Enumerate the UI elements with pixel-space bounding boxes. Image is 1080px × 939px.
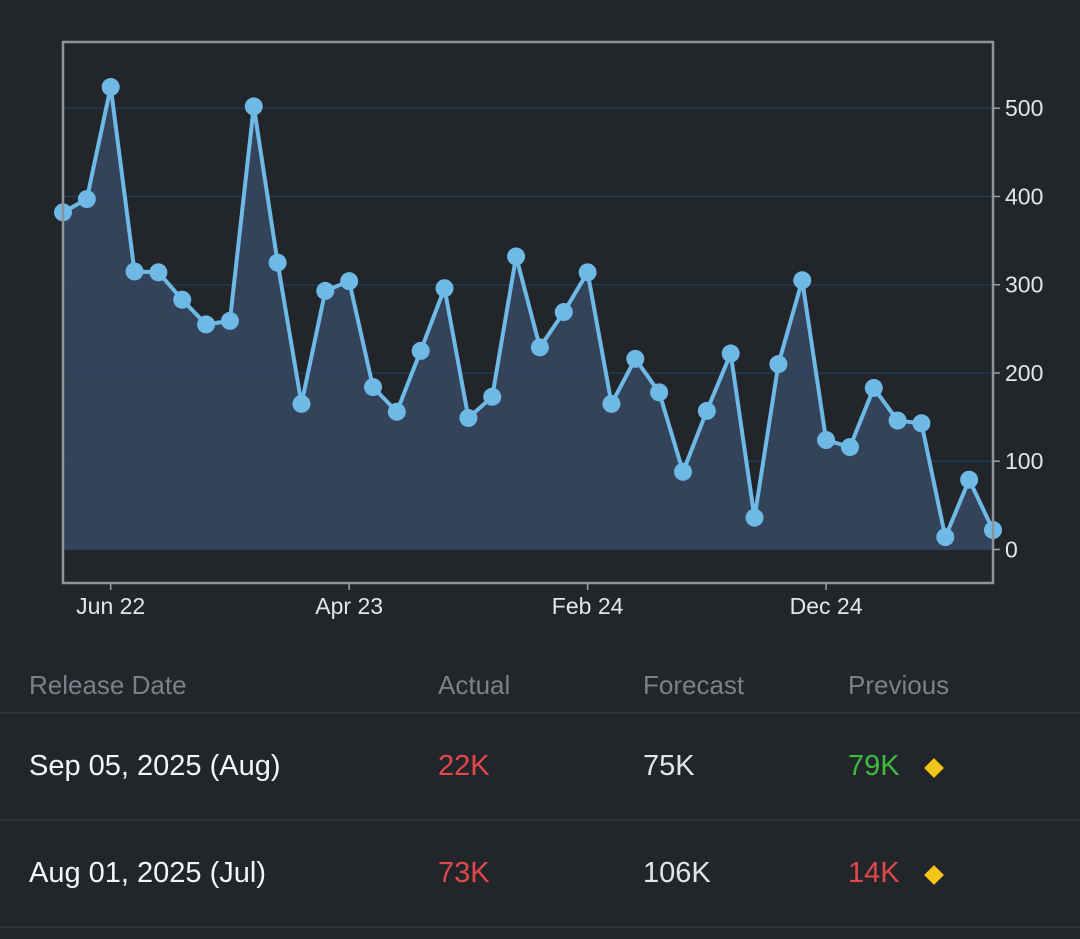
previous-cell: 79K — [848, 750, 900, 782]
data-point[interactable] — [912, 414, 931, 433]
table-header: Release Date Actual Forecast Previous — [0, 660, 1080, 714]
header-actual: Actual — [438, 670, 511, 700]
data-point[interactable] — [268, 253, 287, 272]
data-point[interactable] — [864, 378, 883, 397]
y-tick-label: 400 — [1005, 183, 1043, 209]
data-point[interactable] — [817, 431, 836, 450]
data-point[interactable] — [674, 462, 692, 481]
actual-cell: 22K — [438, 750, 490, 782]
header-release-date: Release Date — [29, 670, 187, 700]
data-point[interactable] — [387, 402, 406, 421]
data-point[interactable] — [197, 315, 216, 334]
data-point[interactable] — [125, 262, 144, 281]
data-point[interactable] — [578, 263, 597, 282]
chart-points — [54, 78, 1002, 547]
table-row[interactable]: Sep 05, 2025 (Aug) 22K 75K 79K — [0, 714, 1080, 821]
data-point[interactable] — [626, 349, 645, 368]
forecast-cell: 75K — [643, 750, 695, 782]
line-chart: 0 100 200 300 400 500 Jun 22 Apr 23 Feb 24 Dec 2… — [54, 40, 1043, 619]
data-point[interactable] — [745, 508, 764, 527]
x-axis-ticks: Jun 22 Apr 23 Feb 24 Dec 24 — [76, 583, 863, 619]
data-point[interactable] — [340, 272, 359, 291]
data-point[interactable] — [220, 311, 239, 330]
chart-area-fill — [63, 87, 993, 550]
header-previous: Previous — [848, 670, 950, 700]
data-point[interactable] — [435, 279, 454, 298]
chart-frame — [61, 40, 995, 585]
data-point[interactable] — [244, 97, 263, 116]
data-point[interactable] — [840, 438, 859, 457]
release-date-cell: Sep 05, 2025 (Aug) — [29, 750, 281, 782]
data-point[interactable] — [507, 247, 526, 266]
y-tick-label: 200 — [1005, 360, 1043, 386]
y-tick-label: 300 — [1005, 272, 1043, 298]
data-point[interactable] — [483, 387, 502, 406]
revision-diamond-icon[interactable] — [924, 865, 944, 885]
data-point[interactable] — [936, 528, 955, 547]
data-point[interactable] — [769, 355, 788, 374]
actual-cell: 73K — [438, 857, 490, 889]
data-point[interactable] — [721, 344, 740, 363]
data-point[interactable] — [364, 378, 382, 397]
data-point[interactable] — [888, 411, 907, 430]
table-row[interactable]: Aug 01, 2025 (Jul) 73K 106K 14K — [0, 821, 1080, 928]
data-point[interactable] — [292, 394, 311, 413]
release-table: Release Date Actual Forecast Previous Se… — [0, 660, 1080, 928]
y-tick-label: 100 — [1005, 448, 1043, 474]
forecast-cell: 106K — [643, 857, 711, 889]
data-point[interactable] — [793, 271, 812, 290]
data-point[interactable] — [173, 290, 192, 309]
x-tick-label: Feb 24 — [552, 593, 624, 619]
data-point[interactable] — [554, 303, 573, 322]
data-point[interactable] — [960, 470, 979, 489]
y-axis-ticks: 0 100 200 300 400 500 — [993, 95, 1043, 562]
chart-series-line — [62, 85, 995, 540]
x-tick-label: Apr 23 — [315, 593, 383, 619]
data-point[interactable] — [697, 401, 716, 420]
data-point[interactable] — [77, 190, 96, 209]
revision-diamond-icon[interactable] — [924, 758, 944, 778]
x-tick-label: Jun 22 — [76, 593, 145, 619]
data-point[interactable] — [149, 263, 168, 282]
release-date-cell: Aug 01, 2025 (Jul) — [29, 857, 266, 889]
header-forecast: Forecast — [643, 670, 745, 700]
data-point[interactable] — [650, 383, 669, 402]
data-point[interactable] — [316, 281, 335, 300]
data-point[interactable] — [101, 78, 120, 97]
data-point[interactable] — [459, 408, 478, 427]
y-tick-label: 500 — [1005, 95, 1043, 121]
data-point[interactable] — [411, 341, 430, 360]
x-tick-label: Dec 24 — [790, 593, 863, 619]
previous-cell: 14K — [848, 857, 900, 889]
data-point[interactable] — [602, 394, 621, 413]
y-tick-label: 0 — [1005, 536, 1018, 562]
data-point[interactable] — [530, 338, 549, 357]
